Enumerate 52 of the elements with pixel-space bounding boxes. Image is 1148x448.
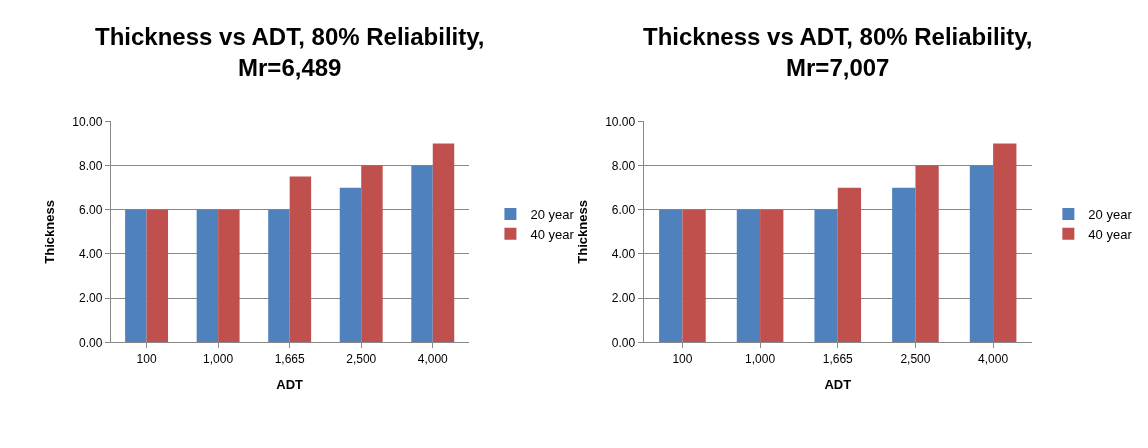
- x-tick-label: 4,000: [978, 351, 1009, 366]
- bar: [993, 143, 1017, 343]
- y-tick-label: 2.00: [79, 291, 103, 306]
- bar: [432, 143, 455, 343]
- legend-label: 40 year: [530, 226, 575, 242]
- bar: [837, 187, 862, 343]
- bar: [125, 209, 147, 343]
- y-axis-title: Thickness: [575, 200, 591, 264]
- bar: [736, 209, 761, 343]
- x-axis-title: ADT: [276, 377, 304, 393]
- chart-title: Thickness vs ADT, 80% Reliability, Mr=7,007: [643, 23, 1033, 82]
- bar: [411, 165, 433, 343]
- x-tick-label: 1,000: [203, 351, 234, 366]
- x-tick-label: 2,500: [900, 351, 931, 366]
- bar: [892, 187, 916, 343]
- x-tick-label: 1,665: [274, 351, 306, 366]
- y-tick-label: 0.00: [79, 335, 103, 350]
- legend-label: 20 year: [1088, 207, 1133, 223]
- y-tick-label: 0.00: [611, 335, 636, 350]
- y-tick-label: 8.00: [79, 158, 103, 173]
- x-tick-label: 100: [136, 351, 157, 366]
- x-axis-title: ADT: [824, 377, 852, 393]
- bar: [814, 209, 838, 343]
- legend-label: 40 year: [1088, 226, 1133, 242]
- y-axis-title: Thickness: [42, 200, 58, 264]
- bar: [915, 165, 939, 343]
- x-tick-label: 2,500: [346, 351, 377, 366]
- chart-title: Thickness vs ADT, 80% Reliability, Mr=6,489: [95, 23, 485, 82]
- bar: [969, 165, 994, 343]
- x-tick-label: 4,000: [417, 351, 449, 366]
- y-tick-label: 6.00: [611, 202, 636, 217]
- y-tick-label: 4.00: [611, 247, 636, 262]
- x-tick-label: 1,000: [745, 351, 776, 366]
- y-tick-label: 8.00: [611, 158, 636, 173]
- bar: [361, 165, 383, 343]
- x-tick-label: 1,665: [822, 351, 854, 366]
- bar: [218, 209, 240, 343]
- bar: [268, 209, 290, 343]
- y-tick-label: 10.00: [605, 114, 636, 129]
- bar: [146, 209, 169, 343]
- y-tick-label: 10.00: [72, 114, 103, 129]
- bar: [196, 209, 219, 343]
- y-tick-label: 6.00: [79, 202, 103, 217]
- bar: [682, 209, 706, 343]
- bar: [289, 176, 312, 343]
- y-tick-label: 2.00: [611, 291, 636, 306]
- bar: [760, 209, 784, 343]
- x-tick-label: 100: [672, 351, 693, 366]
- bar: [659, 209, 683, 343]
- bar: [339, 187, 362, 343]
- y-tick-label: 4.00: [79, 247, 103, 262]
- legend-label: 20 year: [530, 207, 575, 223]
